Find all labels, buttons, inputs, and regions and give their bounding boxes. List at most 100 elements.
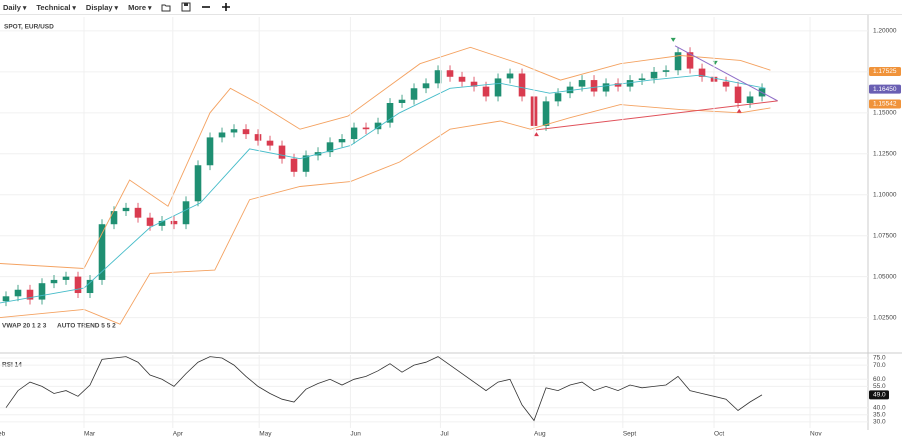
candle-body [2,296,10,302]
candle-body [422,83,430,89]
menu[interactable]: Display [86,3,118,12]
y-tick-label: 1.07500 [873,232,897,239]
x-tick-label: Feb [0,431,6,438]
candle-body [410,88,418,100]
candle-body [614,83,622,87]
candle-body [86,279,94,294]
candle-body [254,134,262,141]
y-tick-label: 1.02500 [873,314,897,321]
candle-body [62,276,70,280]
price-tag-label: 1.15542 [873,101,897,108]
candle-body [470,81,478,87]
candle-body [398,99,406,104]
candle-body [26,289,34,300]
candle-body [242,129,250,135]
candle-body [158,220,166,226]
candle-body [74,276,82,294]
candle-body [386,103,394,123]
chart-title: SPOT, EUR/USD [4,24,54,31]
candle-body [722,81,730,87]
candle-body [338,139,346,143]
x-tick-label: Jul [440,431,449,438]
toolbar: Daily Technical Display More [0,0,902,15]
candle-body [602,83,610,92]
y-tick-label: 60.0 [873,376,886,383]
x-tick-label: Mar [84,431,96,438]
candle-body [326,142,334,153]
candle-body [638,78,646,81]
candle-body [122,207,130,212]
candle-body [182,201,190,225]
candle-body [662,70,670,72]
candle-body [458,76,466,82]
candle-body [170,220,178,225]
candle-body [506,73,514,79]
x-tick-label: Aug [534,431,546,438]
candle-body [14,289,22,297]
band-line [0,104,771,325]
menu[interactable]: Daily [3,3,26,12]
pivot-marker [736,108,742,113]
candle-body [746,96,754,104]
candle-body [374,122,382,130]
y-tick-label: 1.10000 [873,191,897,198]
y-tick-label: 35.0 [873,412,886,419]
candle-body [518,73,526,97]
pivot-marker [670,37,676,42]
chart: SPOT, EUR/USD VWAP 20 1 2 3 AUTO TREND 5… [0,15,902,438]
zoom-in[interactable] [221,2,231,12]
candle-body [362,127,370,130]
candle-body [302,155,310,172]
candle-body [542,101,550,126]
y-tick-label: 1.15000 [873,110,897,117]
candle-body [218,132,226,138]
candle-body [230,129,238,133]
candle-body [50,279,58,284]
zoom-out[interactable] [201,2,211,12]
y-tick-label: 55.0 [873,383,886,390]
y-tick-label: 40.0 [873,404,886,411]
indicator-label: AUTO TREND 5 5 2 [57,323,116,330]
rsi-line [5,356,763,422]
band-line [0,74,766,304]
candle-body [446,70,454,77]
candle-body [674,52,682,71]
open-icon[interactable] [161,2,171,12]
candle-body [590,80,598,92]
candle-body [266,140,274,146]
x-tick-label: Nov [810,431,822,438]
indicator-label: VWAP 20 1 2 3 [2,323,47,330]
y-tick-label: 70.0 [873,362,886,369]
price-tag [869,66,901,76]
y-tick-label: 1.05000 [873,273,897,280]
candle-body [734,86,742,104]
candle-body [566,86,574,94]
band-line [0,46,771,269]
candle-body [494,78,502,97]
candle-body [350,127,358,140]
candle-body [290,158,298,172]
candle-body [98,224,106,280]
y-tick-label: 1.12500 [873,151,897,158]
menu[interactable]: More [128,3,151,12]
save-icon[interactable] [181,2,191,12]
x-tick-label: Apr [173,431,184,438]
candle-body [626,80,634,87]
candle-body [110,211,118,225]
candle-body [482,86,490,97]
candle-body [650,71,658,79]
candle-body [194,165,202,202]
candle-body [278,145,286,159]
x-tick-label: May [259,431,272,438]
y-tick-label: 30.0 [873,419,886,426]
x-tick-label: Oct [714,431,724,438]
candle-body [38,283,46,300]
y-tick-label: 75.0 [873,355,886,362]
trendline [536,100,778,131]
trendline [674,45,778,102]
price-tag [869,84,901,94]
candle-body [686,52,694,69]
menu[interactable]: Technical [36,3,76,12]
rsi-tag-label: 49.0 [873,392,886,399]
